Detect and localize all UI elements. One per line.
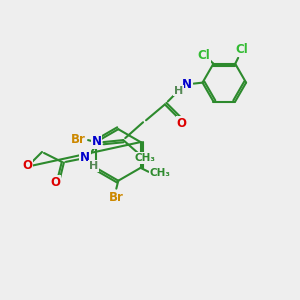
Text: H: H [89,161,98,171]
Text: Br: Br [71,133,86,146]
Text: CH₃: CH₃ [150,168,171,178]
Text: O: O [22,159,32,172]
Text: H: H [174,85,183,96]
Text: Br: Br [109,191,124,204]
Text: O: O [177,117,187,130]
Text: CH₃: CH₃ [134,153,155,163]
Text: O: O [50,176,60,189]
Text: Cl: Cl [197,49,210,62]
Text: Cl: Cl [236,44,248,56]
Text: N: N [92,135,101,148]
Text: N: N [80,152,90,164]
Text: N: N [182,78,192,91]
